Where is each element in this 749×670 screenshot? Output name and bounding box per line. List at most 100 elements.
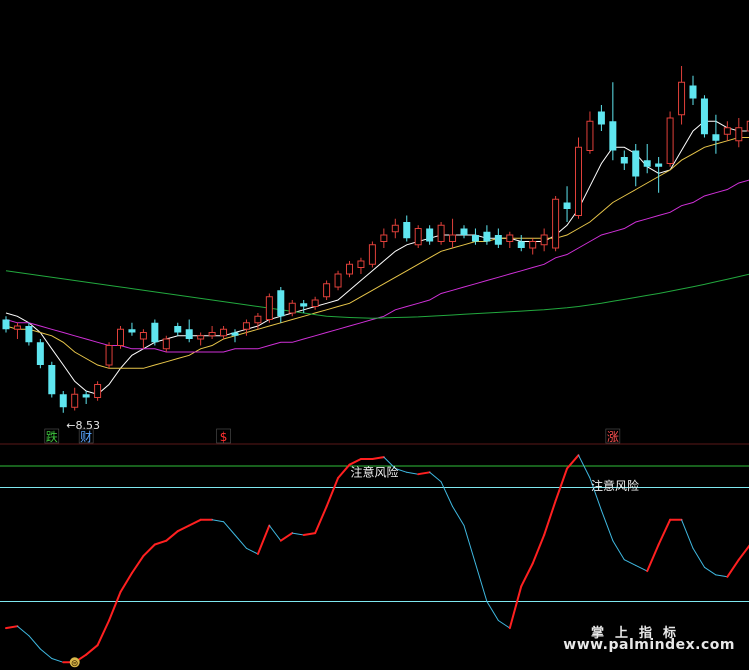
candle-body	[620, 157, 628, 164]
candle-body	[128, 329, 136, 333]
candle-body	[678, 81, 686, 116]
candle-body	[437, 224, 445, 242]
candle	[94, 381, 102, 401]
candle-body	[242, 322, 250, 330]
candle	[288, 300, 296, 317]
oscillator-segment	[520, 562, 534, 588]
candle	[666, 111, 674, 167]
candle-body	[197, 335, 205, 340]
candle	[208, 326, 216, 339]
oscillator-segment	[268, 525, 282, 542]
oscillator-segment	[165, 530, 179, 542]
candle-body	[403, 222, 411, 239]
candle	[59, 391, 67, 413]
oscillator-segment	[497, 620, 511, 629]
candle-body	[311, 299, 319, 307]
oscillator-segment	[543, 499, 557, 536]
candle-body	[71, 393, 79, 408]
candle	[242, 319, 250, 336]
candle	[220, 326, 228, 339]
candle	[197, 332, 205, 346]
candle-body	[48, 365, 56, 395]
oscillator-segment	[417, 471, 431, 476]
oscillator-segment	[646, 543, 660, 573]
signal-box	[216, 428, 231, 444]
candle	[483, 225, 491, 245]
candle-body	[460, 228, 468, 235]
candle	[139, 329, 147, 349]
oscillator-segment	[692, 547, 705, 568]
candle	[746, 120, 749, 132]
candle	[632, 144, 640, 187]
candle-body	[254, 315, 262, 324]
candle-body	[552, 198, 560, 249]
signal-box	[78, 428, 94, 444]
candle-body	[220, 328, 228, 337]
oscillator-segment	[291, 532, 305, 536]
oscillator-segment	[5, 625, 19, 630]
signal-mark: 财	[78, 428, 94, 444]
oscillator-segment	[279, 532, 294, 542]
candle-body	[357, 260, 365, 268]
candle-body	[632, 150, 640, 177]
candle	[391, 218, 399, 239]
candle-body	[277, 290, 285, 317]
candle	[506, 231, 514, 248]
candle-body	[723, 127, 731, 135]
oscillator-segment	[108, 591, 122, 622]
candle-body	[265, 296, 273, 320]
candle	[517, 235, 525, 252]
oscillator-segment	[348, 458, 362, 466]
candle	[678, 66, 686, 125]
candle	[254, 313, 262, 330]
oscillator-segment	[211, 519, 225, 523]
oscillator-segment	[429, 471, 442, 483]
oscillator-segment	[589, 477, 602, 511]
watermark-title: 掌上指标	[590, 626, 687, 641]
oscillator-segment	[657, 518, 672, 546]
candle	[563, 186, 571, 222]
oscillator-segment	[726, 558, 740, 578]
oscillator-segment	[85, 644, 99, 656]
candle	[25, 322, 33, 346]
candle	[426, 225, 434, 245]
oscillator-segment	[371, 456, 385, 460]
oscillator-segment	[635, 564, 648, 572]
oscillator-segment	[383, 456, 396, 469]
candle-body	[288, 302, 296, 314]
oscillator-segment	[452, 506, 465, 526]
candle	[735, 118, 743, 148]
candle	[357, 257, 365, 274]
oscillator-segment	[153, 539, 168, 546]
candle	[586, 111, 594, 154]
candle-body	[94, 384, 102, 398]
candle-body	[139, 332, 147, 340]
candle-body	[540, 234, 548, 246]
candle-body	[13, 325, 21, 330]
signal-mark: 跌	[44, 428, 60, 444]
candle-body	[643, 160, 651, 167]
candle-body	[529, 241, 537, 249]
oscillator-segment	[188, 518, 202, 527]
candle	[471, 228, 479, 245]
oscillator-segment	[176, 524, 191, 533]
candle	[597, 105, 605, 131]
candle-body	[323, 283, 331, 298]
oscillator-segment	[737, 544, 749, 561]
candle	[414, 225, 422, 248]
candle-body	[471, 235, 479, 242]
candle	[723, 121, 731, 141]
signal-mark: $	[216, 428, 231, 444]
candle	[185, 319, 193, 343]
candle	[609, 82, 617, 161]
candle-body	[609, 121, 617, 151]
candle-body	[346, 263, 353, 275]
risk-annotation: 注意风险	[591, 478, 639, 493]
ma20-line	[5, 179, 749, 353]
oscillator-segment	[554, 467, 569, 502]
candle	[529, 238, 537, 255]
candle-body	[712, 134, 720, 141]
candle	[13, 322, 21, 339]
candle	[48, 361, 56, 398]
ma10-line	[5, 137, 749, 369]
